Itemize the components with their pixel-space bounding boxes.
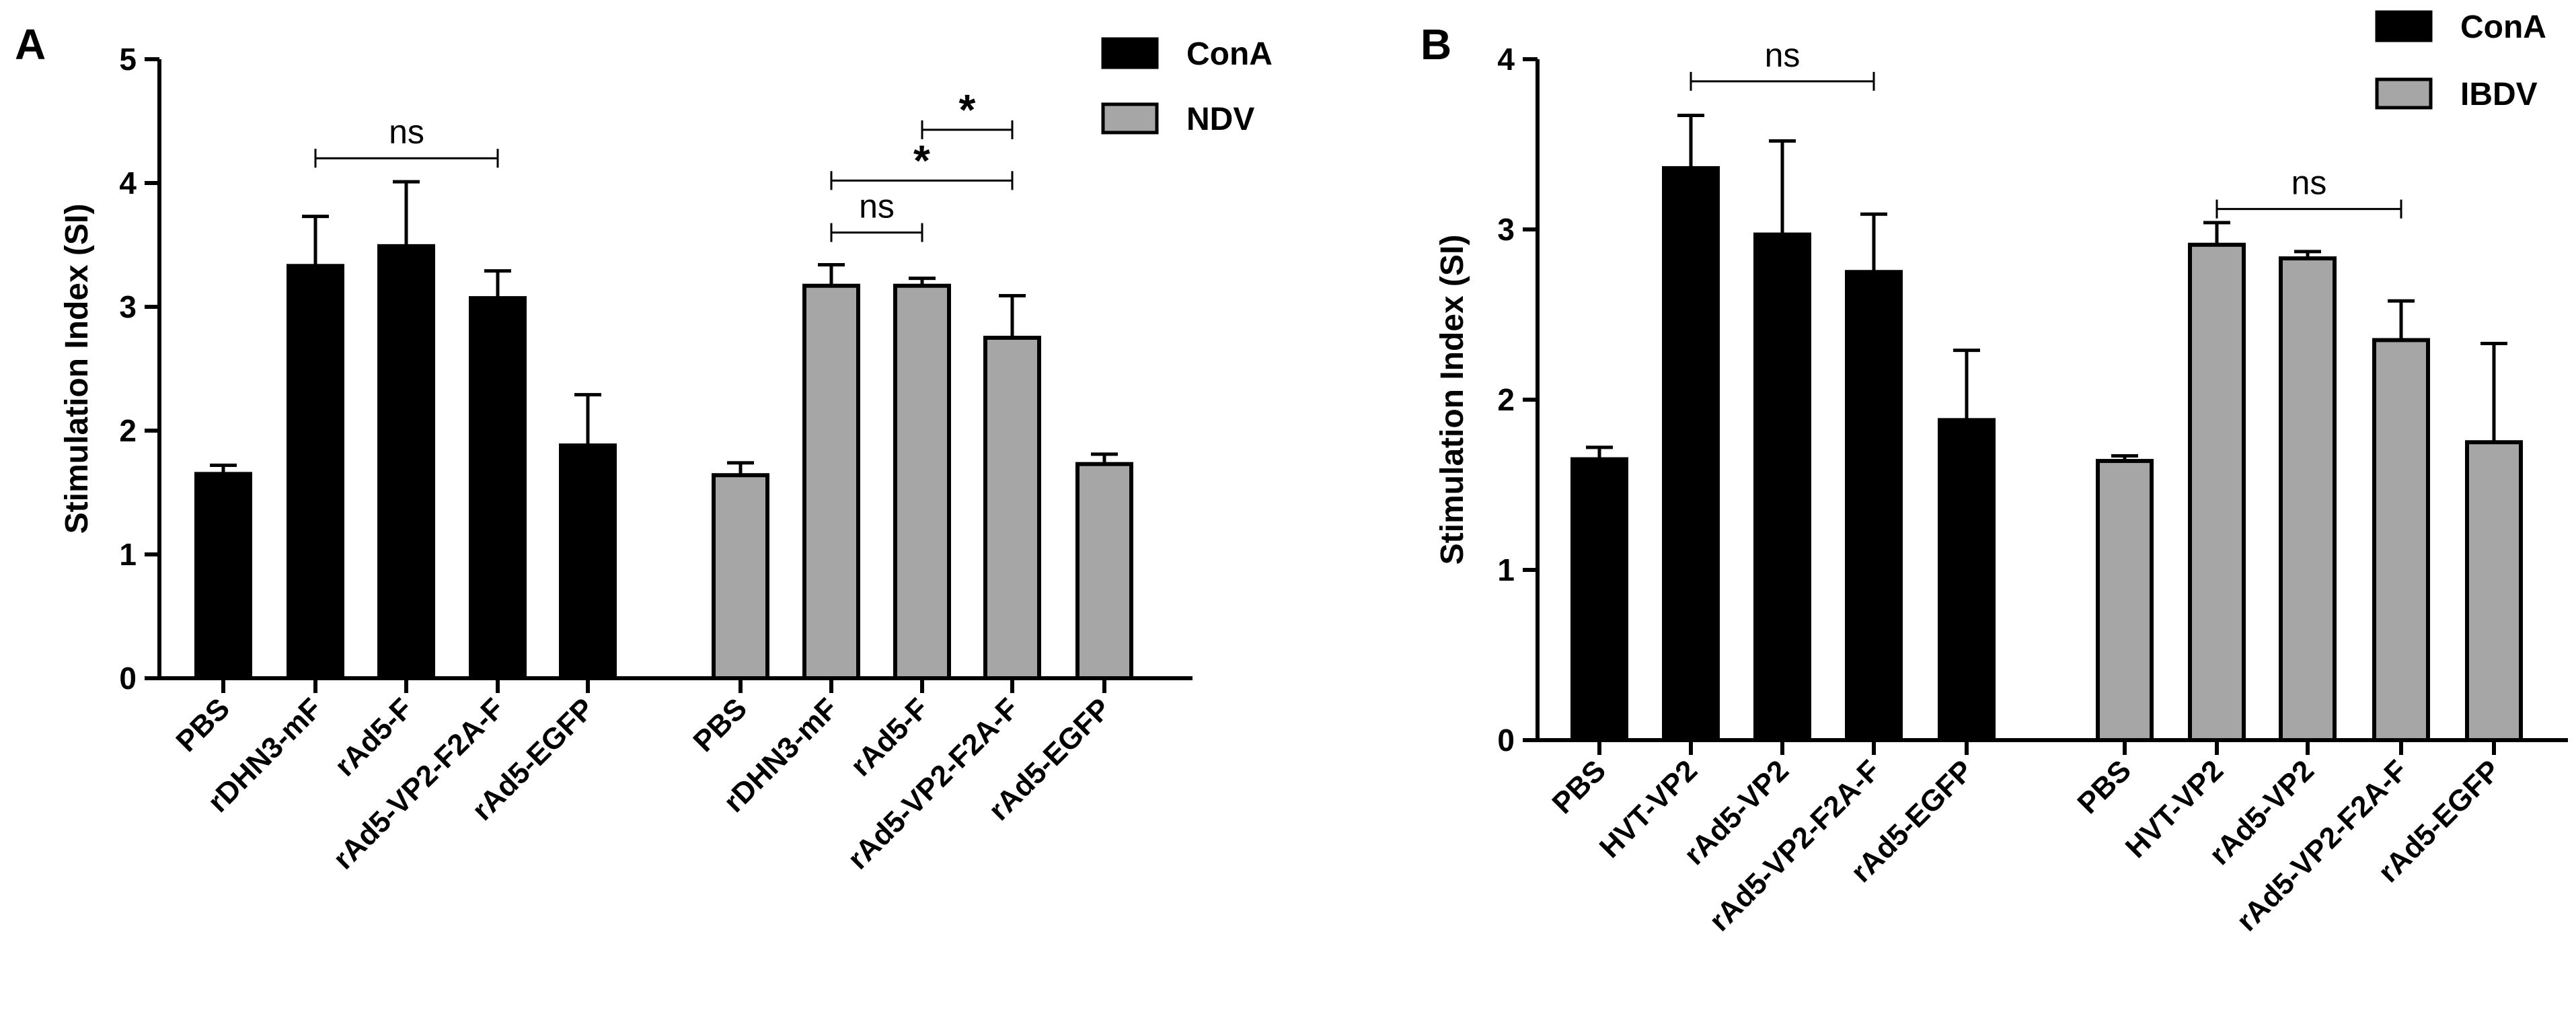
legend-label-cona: ConA — [2460, 9, 2546, 45]
x-tick-label: rAd5-VP2-F2A-F — [327, 692, 510, 875]
legend-label-ibdv: IBDV — [2460, 77, 2538, 112]
x-tick-label: PBS — [2071, 754, 2137, 820]
bar-cona-2 — [377, 244, 435, 680]
legend-swatch-cona — [1101, 37, 1159, 69]
significance-label: ns — [1765, 36, 1801, 74]
y-tick-label: 4 — [1497, 42, 1515, 77]
legend-swatch-ibdv — [2375, 77, 2433, 110]
bar-ndv-3 — [983, 336, 1041, 680]
x-tick-label: rAd5-VP2-F2A-F — [2230, 754, 2414, 937]
y-tick-label: 4 — [119, 166, 137, 201]
bar-cona-3 — [1845, 270, 1903, 742]
bar-ibdv-4 — [2465, 440, 2523, 742]
significance-label: ns — [2291, 164, 2327, 202]
significance-label: * — [959, 85, 976, 134]
x-tick-label: rAd5-F — [328, 692, 419, 783]
y-axis-label: Stimulation Index (SI) — [1435, 235, 1470, 565]
legend-swatch-cona — [2375, 10, 2433, 42]
legend-label-ndv: NDV — [1186, 102, 1254, 137]
y-tick-label: 2 — [119, 413, 137, 448]
y-tick-label: 3 — [1497, 212, 1515, 247]
bar-cona-1 — [287, 264, 344, 680]
significance-label: ns — [859, 188, 895, 225]
legend-label-cona: ConA — [1186, 36, 1273, 72]
bar-ndv-2 — [893, 283, 951, 681]
y-tick-label: 5 — [119, 42, 137, 77]
x-tick-label: PBS — [1546, 754, 1612, 820]
bar-ibdv-2 — [2279, 256, 2337, 742]
bar-cona-1 — [1662, 166, 1720, 743]
panel-letter: B — [1420, 20, 1451, 69]
y-tick-label: 1 — [119, 537, 137, 572]
bar-ibdv-3 — [2372, 338, 2430, 742]
y-axis-label: Stimulation Index (SI) — [59, 204, 95, 534]
bar-ibdv-1 — [2188, 242, 2246, 742]
significance-label: ns — [389, 113, 424, 151]
x-tick-label: PBS — [169, 692, 236, 758]
y-tick-label: 0 — [1497, 723, 1515, 758]
bar-ndv-0 — [712, 473, 769, 680]
y-tick-label: 3 — [119, 289, 137, 324]
x-tick-label: rAd5-VP2-F2A-F — [841, 692, 1025, 875]
significance-label: * — [913, 136, 930, 184]
bar-ndv-1 — [802, 283, 860, 681]
y-tick-label: 0 — [119, 661, 137, 696]
bar-cona-0 — [194, 472, 252, 681]
x-tick-label: PBS — [687, 692, 753, 758]
bar-cona-0 — [1570, 457, 1628, 742]
legend-swatch-ndv — [1101, 102, 1159, 135]
y-tick-label: 1 — [1497, 552, 1515, 587]
x-tick-label: rAd5-VP2-F2A-F — [1703, 754, 1887, 937]
bar-cona-4 — [1938, 418, 1996, 742]
panel-letter: A — [15, 20, 46, 69]
bar-cona-3 — [469, 296, 527, 680]
bar-cona-4 — [559, 443, 617, 681]
x-tick-label: rAd5-F — [844, 692, 935, 783]
bar-cona-2 — [1753, 232, 1811, 742]
y-tick-label: 2 — [1497, 382, 1515, 417]
bar-ndv-4 — [1075, 462, 1133, 680]
bar-ibdv-0 — [2096, 459, 2154, 743]
